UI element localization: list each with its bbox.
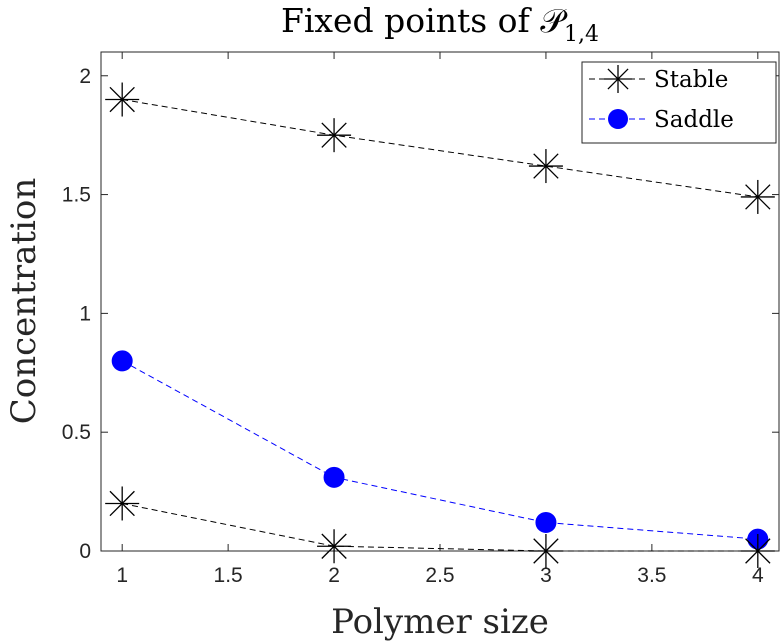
data-point-circle (111, 350, 133, 372)
chart-title-main: Fixed points of 𝒫 (281, 1, 568, 40)
legend-marker-asterisk (604, 65, 632, 93)
x-tick-label: 2 (328, 564, 340, 587)
series-line (122, 503, 758, 552)
data-point-asterisk (105, 486, 140, 521)
x-tick-label: 3.5 (637, 564, 666, 587)
x-tick-label: 4 (752, 564, 764, 587)
data-point-asterisk (740, 179, 775, 214)
y-tick-label: 1.5 (62, 184, 91, 207)
legend-label: Stable (654, 67, 728, 93)
x-tick-label: 1 (116, 564, 128, 587)
chart-title-subscript: 1,4 (564, 22, 599, 47)
y-axis-label: Concentration (4, 178, 44, 425)
legend-label: Saddle (654, 107, 734, 133)
legend-marker-circle (608, 109, 628, 129)
y-tick-label: 1 (79, 302, 91, 325)
data-point-circle (323, 466, 345, 488)
y-tick-label: 0 (79, 540, 91, 563)
series-1 (111, 350, 769, 550)
y-tick-label: 0.5 (62, 421, 91, 444)
data-point-asterisk (105, 82, 140, 117)
data-point-asterisk (740, 534, 775, 568)
series-line (121, 360, 758, 540)
x-tick-label: 2.5 (425, 564, 454, 587)
series-layer (105, 82, 775, 568)
data-point-asterisk (528, 149, 563, 184)
x-axis-ticks: 1 1.5 2 2.5 3 3.5 4 (116, 52, 764, 587)
series-2 (105, 486, 775, 568)
data-point-asterisk (317, 529, 352, 564)
series-line (122, 99, 758, 198)
legend-item-stable: Stable (589, 65, 728, 93)
data-point-asterisk (317, 118, 352, 153)
legend-item-saddle: Saddle (589, 107, 734, 133)
x-tick-label: 1.5 (214, 564, 243, 587)
y-axis-ticks: 0 0.5 1 1.5 2 (62, 65, 779, 563)
chart-title: Fixed points of 𝒫1,4 (281, 1, 599, 47)
data-point-asterisk (528, 534, 563, 568)
x-tick-label: 3 (540, 564, 552, 587)
y-tick-label: 2 (79, 65, 91, 88)
legend: Stable Saddle (581, 61, 777, 144)
x-axis-label: Polymer size (331, 602, 549, 642)
data-point-circle (535, 511, 557, 533)
series-0 (105, 82, 775, 214)
